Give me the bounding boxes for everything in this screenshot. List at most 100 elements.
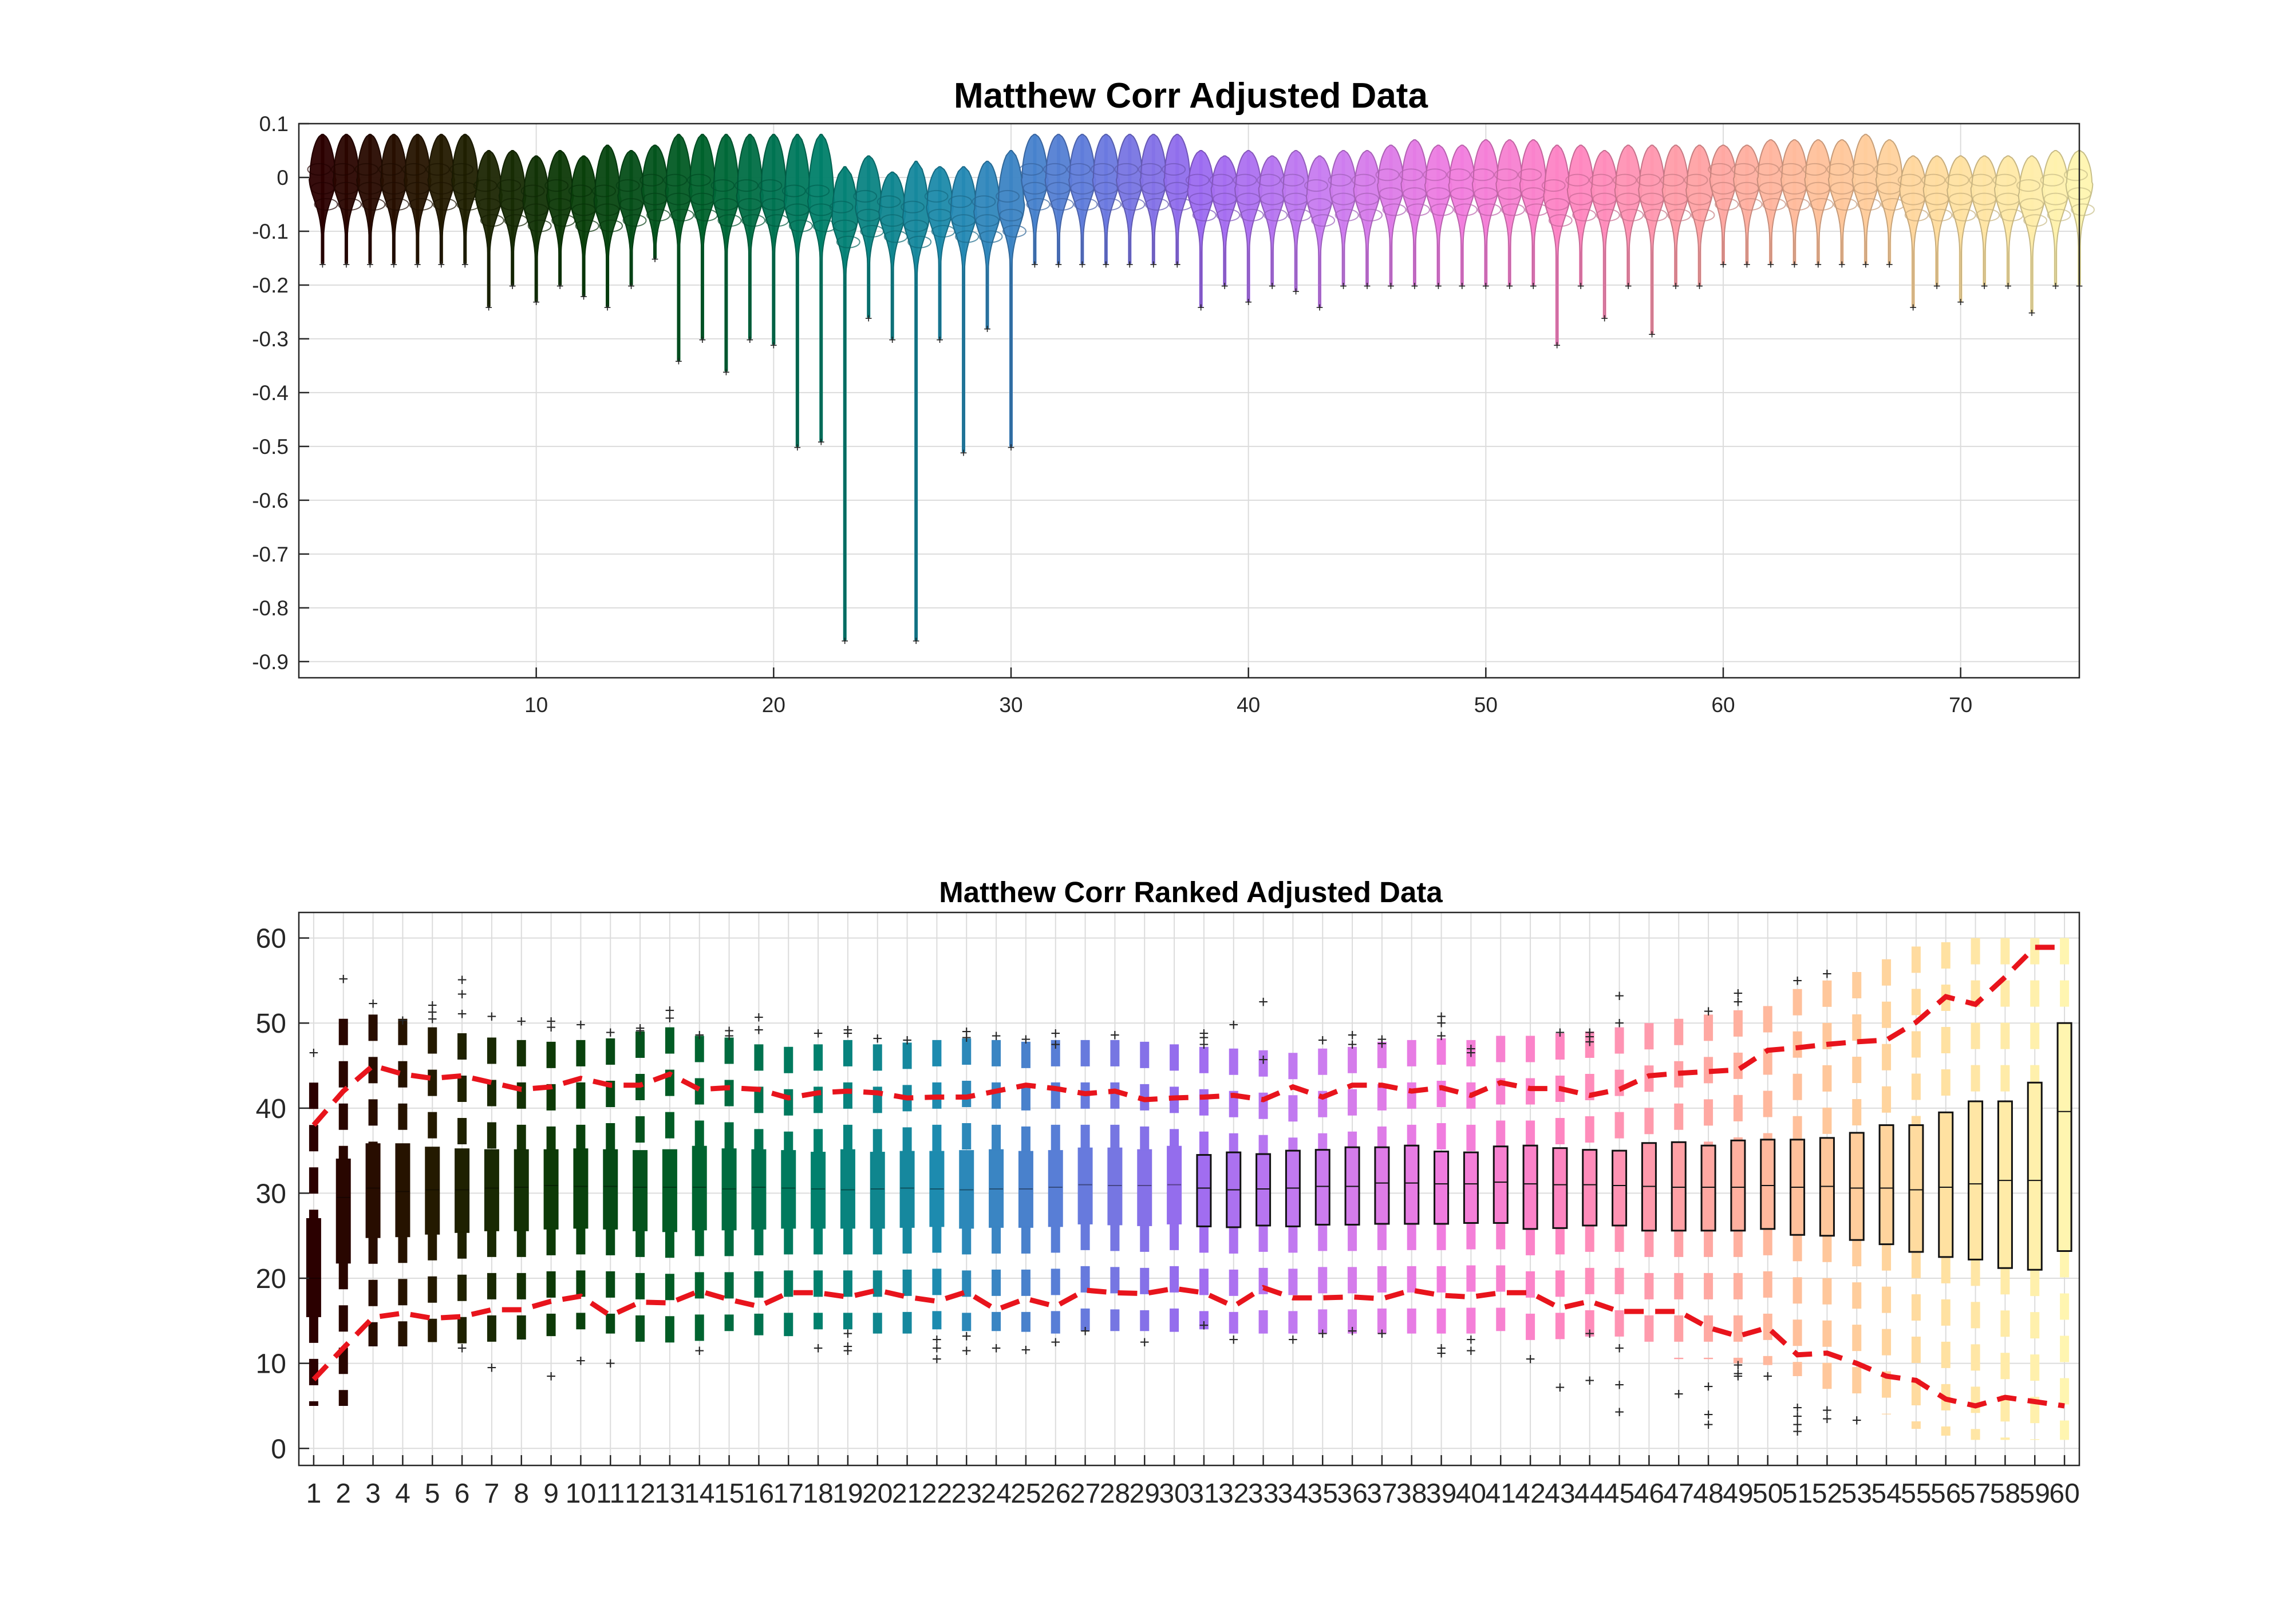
box-outlier: + — [1051, 1024, 1061, 1043]
violin-33: + — [1067, 133, 1098, 271]
box-x-tick-label: 15 — [714, 1479, 744, 1509]
violin-min-marker: + — [2028, 306, 2036, 320]
box-iqr — [335, 1158, 351, 1264]
box-46 — [1641, 1023, 1657, 1348]
box-x-tick-label: 9 — [543, 1479, 559, 1509]
violin-x-tick-label: 20 — [762, 693, 785, 717]
box-outlier: + — [1585, 1033, 1595, 1052]
violin-min-marker: + — [461, 257, 469, 271]
box-iqr — [2056, 1022, 2072, 1252]
box-plot-area — [299, 912, 2079, 1465]
box-x-tick-label: 8 — [514, 1479, 529, 1509]
box-outlier: + — [1466, 1330, 1476, 1349]
violin-point — [734, 179, 759, 192]
violin-point — [1477, 203, 1502, 216]
box-outlier: + — [1051, 1333, 1061, 1352]
box-iqr — [306, 1218, 321, 1317]
box-outlier: + — [724, 1022, 735, 1041]
violin-70: + — [1945, 155, 1976, 309]
violin-point — [1928, 208, 1953, 222]
box-iqr — [1196, 1154, 1212, 1227]
violin-point — [2047, 208, 2071, 222]
violin-point — [1043, 163, 1067, 176]
violin-36: + — [1138, 133, 1169, 271]
box-outlier: + — [843, 1021, 853, 1040]
violin-min-marker: + — [865, 311, 872, 325]
violin-min-marker: + — [1197, 301, 1205, 315]
box-outlier: + — [1139, 1333, 1150, 1352]
violin-point — [1731, 163, 1756, 176]
box-48: ++++ — [1700, 1002, 1716, 1435]
box-x-tick-label: 55 — [1901, 1479, 1931, 1509]
box-iqr — [455, 1148, 470, 1233]
violin-min-marker: + — [1933, 279, 1941, 293]
violin-point — [473, 179, 498, 192]
violin-point — [670, 208, 694, 222]
violin-point — [955, 230, 980, 243]
box-outlier: + — [665, 1009, 675, 1028]
box-outlier: + — [1585, 1325, 1595, 1344]
violin-min-marker: + — [699, 333, 706, 347]
box-outlier: + — [1733, 984, 1743, 1003]
box-outlier: + — [872, 1029, 883, 1048]
violin-min-marker: + — [889, 333, 896, 347]
box-iqr — [573, 1148, 589, 1229]
box-outlier: + — [368, 994, 378, 1013]
violin-point — [1423, 168, 1447, 181]
violin-min-marker: + — [1269, 279, 1276, 293]
violin-point — [1755, 163, 1779, 176]
violin-y-tick-label: -0.2 — [252, 274, 289, 297]
violin-55: + — [1589, 150, 1620, 325]
violin-body — [665, 133, 693, 361]
violin-y-tick-label: -0.4 — [252, 381, 289, 405]
violin-point — [1209, 173, 1234, 187]
violin-34: + — [1090, 133, 1122, 271]
violin-point — [1541, 179, 1566, 192]
box-outlier: + — [843, 1024, 853, 1043]
violin-x-tick-label: 40 — [1237, 693, 1260, 717]
violin-body — [807, 133, 835, 442]
violin-min-marker: + — [1838, 257, 1846, 271]
violin-point — [741, 214, 765, 227]
violin-min-marker: + — [580, 290, 587, 304]
violin-point — [1399, 168, 1423, 181]
box-iqr — [1552, 1147, 1568, 1229]
box-26: +++ — [1048, 1024, 1063, 1352]
box-outlier: + — [1199, 1028, 1209, 1047]
violin-min-marker: + — [1387, 279, 1395, 293]
box-outlier: + — [487, 1007, 497, 1026]
violin-min-marker: + — [390, 257, 397, 271]
violin-point — [1762, 197, 1786, 211]
violin-point — [592, 184, 617, 197]
box-5: +++ — [425, 996, 440, 1342]
box-outlier: + — [398, 1011, 408, 1030]
box-outlier: + — [1673, 1385, 1684, 1404]
box-outlier: + — [1258, 993, 1269, 1011]
violin-12: + — [568, 155, 599, 304]
box-7: ++ — [484, 1007, 499, 1377]
violin-point — [781, 184, 806, 197]
violin-30: + — [996, 150, 1026, 455]
violin-point — [1494, 168, 1518, 181]
violin-point — [1453, 203, 1478, 216]
violin-min-marker: + — [319, 257, 326, 271]
violin-point — [449, 163, 474, 176]
box-x-tick-label: 6 — [455, 1479, 470, 1509]
violin-point — [1976, 208, 2000, 222]
violin-y-tick-label: -0.5 — [252, 435, 289, 459]
box-x-tick-label: 29 — [1130, 1479, 1160, 1509]
box-iqr — [543, 1149, 559, 1230]
violin-x-tick-label: 30 — [999, 693, 1022, 717]
violin-point — [1518, 168, 1542, 181]
violin-point — [595, 203, 620, 216]
violin-min-marker: + — [652, 252, 659, 266]
box-iqr — [1522, 1144, 1538, 1230]
box-outlier: + — [1703, 1416, 1713, 1435]
box-iqr — [870, 1152, 885, 1229]
box-outlier: + — [1792, 1416, 1803, 1435]
violin-point — [1192, 208, 1217, 222]
box-y-tick-label: 10 — [256, 1349, 286, 1380]
violin-40: + — [1233, 150, 1264, 309]
violin-point — [1138, 163, 1162, 176]
violin-point — [1470, 168, 1495, 181]
